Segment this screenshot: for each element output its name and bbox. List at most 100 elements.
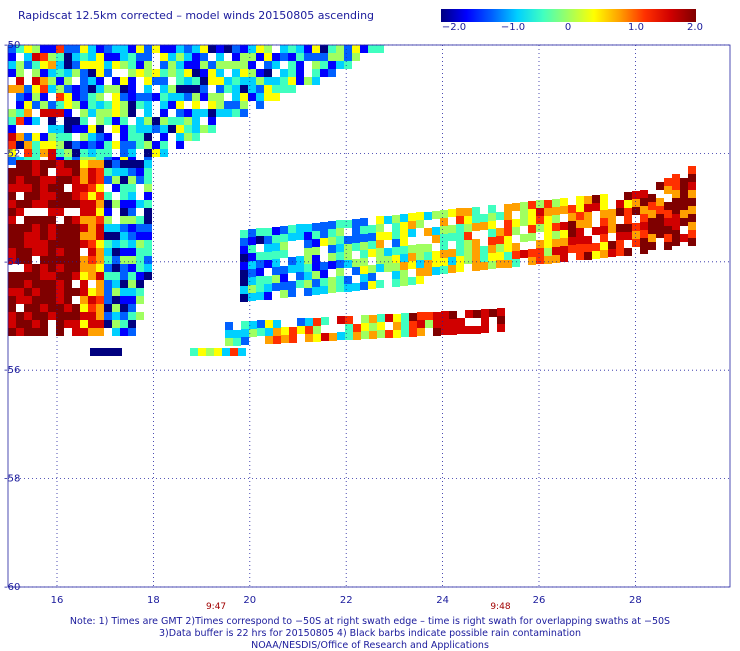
wind-cell — [433, 320, 441, 328]
wind-cell — [32, 192, 40, 200]
wind-cell — [160, 141, 168, 149]
wind-cell — [376, 232, 384, 240]
wind-cell — [72, 168, 80, 176]
wind-cell — [233, 338, 241, 346]
wind-cell — [296, 69, 304, 77]
wind-cell — [576, 244, 584, 252]
wind-cell — [24, 312, 32, 320]
wind-cell — [206, 348, 214, 356]
wind-cell — [600, 218, 608, 226]
wind-cell — [393, 330, 401, 338]
wind-cell — [536, 256, 544, 264]
wind-cell — [176, 93, 184, 101]
wind-cell — [72, 176, 80, 184]
wind-cell — [112, 296, 120, 304]
wind-cell — [120, 232, 128, 240]
wind-cell — [106, 348, 114, 356]
wind-cell — [48, 184, 56, 192]
wind-cell — [88, 264, 96, 272]
wind-cell — [56, 328, 64, 336]
wind-cell — [24, 141, 32, 149]
wind-cell — [48, 280, 56, 288]
wind-cell — [680, 194, 688, 202]
wind-cell — [457, 318, 465, 326]
wind-cell — [56, 192, 64, 200]
wind-cell — [56, 264, 64, 272]
wind-cell — [104, 200, 112, 208]
wind-cell — [433, 312, 441, 320]
wind-cell — [232, 77, 240, 85]
wind-cell — [64, 77, 72, 85]
wind-cell — [560, 206, 568, 214]
wind-cell — [64, 216, 72, 224]
wind-cell — [128, 109, 136, 117]
wind-cell — [256, 228, 264, 236]
wind-cell — [632, 223, 640, 231]
wind-cell — [368, 241, 376, 249]
wind-cell — [16, 101, 24, 109]
wind-cell — [72, 93, 80, 101]
wind-cell — [361, 323, 369, 331]
wind-cell — [120, 192, 128, 200]
wind-cell — [297, 326, 305, 334]
wind-cell — [88, 160, 96, 168]
wind-cell — [128, 328, 136, 336]
wind-cell — [208, 61, 216, 69]
wind-cell — [40, 224, 48, 232]
wind-cell — [280, 85, 288, 93]
wind-cell — [552, 199, 560, 207]
wind-cell — [64, 296, 72, 304]
wind-cell — [120, 200, 128, 208]
wind-cell — [648, 202, 656, 210]
wind-cell — [312, 279, 320, 287]
wind-cell — [320, 286, 328, 294]
wind-cell — [672, 190, 680, 198]
wind-cell — [96, 272, 104, 280]
wind-cell — [80, 61, 88, 69]
wind-cell — [321, 317, 329, 325]
wind-cell — [72, 141, 80, 149]
wind-cell — [96, 304, 104, 312]
wind-cell — [176, 45, 184, 53]
longitude-label: 18 — [147, 595, 160, 606]
wind-cell — [616, 240, 624, 248]
wind-cell — [640, 214, 648, 222]
wind-cell — [648, 234, 656, 242]
wind-cell — [128, 208, 136, 216]
wind-cell — [216, 53, 224, 61]
wind-cell — [448, 225, 456, 233]
wind-cell — [88, 176, 96, 184]
wind-cell — [224, 101, 232, 109]
wind-cell — [688, 230, 696, 238]
wind-cell — [568, 221, 576, 229]
wind-cell — [192, 117, 200, 125]
wind-cell — [198, 348, 206, 356]
wind-cell — [280, 282, 288, 290]
wind-cell — [368, 281, 376, 289]
wind-cell — [368, 273, 376, 281]
wind-cell — [112, 61, 120, 69]
wind-cell — [296, 45, 304, 53]
wind-cell — [376, 280, 384, 288]
wind-cell — [96, 168, 104, 176]
wind-cell — [56, 232, 64, 240]
wind-cell — [240, 69, 248, 77]
wind-cell — [64, 272, 72, 280]
wind-cell — [128, 101, 136, 109]
wind-cell — [240, 93, 248, 101]
wind-cell — [40, 93, 48, 101]
wind-cell — [208, 125, 216, 133]
wind-cell — [528, 225, 536, 233]
wind-cell — [544, 232, 552, 240]
wind-cell — [688, 166, 696, 174]
wind-cell — [472, 215, 480, 223]
wind-cell — [384, 216, 392, 224]
wind-cell — [144, 208, 152, 216]
wind-cell — [232, 93, 240, 101]
wind-cell — [16, 240, 24, 248]
wind-cell — [72, 240, 80, 248]
wind-cell — [8, 133, 16, 141]
wind-cell — [104, 69, 112, 77]
wind-cell — [24, 160, 32, 168]
wind-cell — [352, 45, 360, 53]
